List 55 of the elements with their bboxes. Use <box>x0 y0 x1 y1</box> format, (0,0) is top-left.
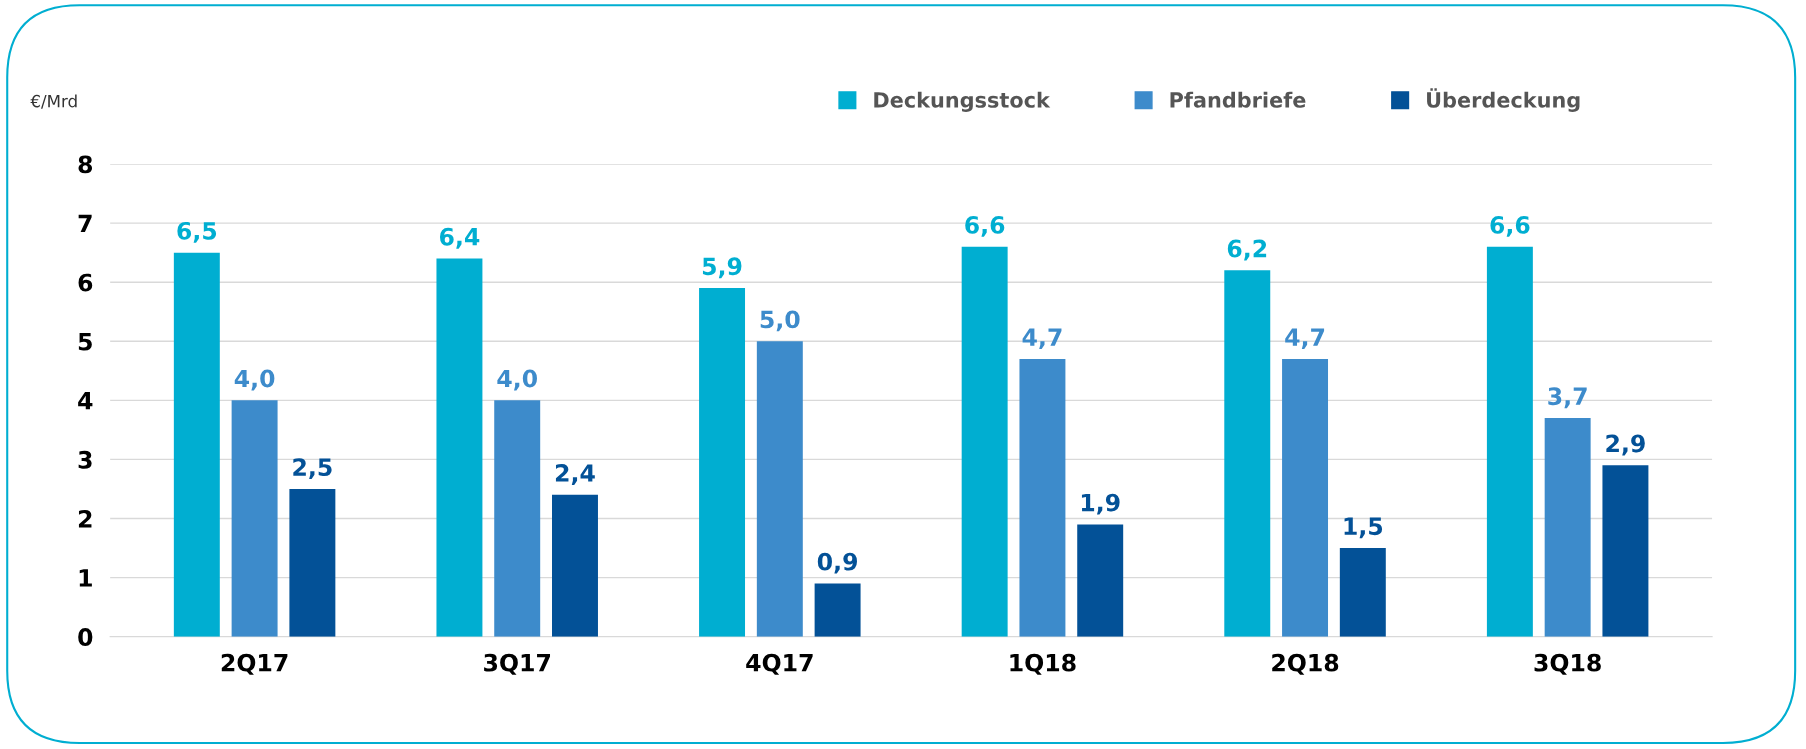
x-tick-label: 3Q18 <box>1534 653 1601 675</box>
y-tick-label: 0 <box>78 628 93 646</box>
y-tick-label: 6 <box>78 273 93 292</box>
bar <box>1282 358 1329 637</box>
data-label: 6,2 <box>1227 239 1267 261</box>
bar <box>814 583 861 637</box>
y-axis-title: €/Mrd <box>30 94 77 109</box>
y-tick-label: 1 <box>79 569 92 587</box>
y-tick-label: 3 <box>78 450 92 469</box>
x-tick-label: 2Q17 <box>221 653 288 675</box>
bar <box>699 288 746 637</box>
legend-label: Deckungsstock <box>874 91 1051 113</box>
data-label: 5,0 <box>760 310 800 332</box>
x-tick-label: 1Q18 <box>1010 653 1076 675</box>
bar <box>1602 465 1649 637</box>
bar <box>1544 418 1591 637</box>
bar <box>173 252 220 637</box>
data-label: 4,0 <box>497 369 537 391</box>
y-tick-label: 5 <box>78 333 92 351</box>
data-label: 1,9 <box>1081 493 1120 515</box>
bar <box>961 246 1008 637</box>
bar <box>1339 548 1386 637</box>
data-label: 2,9 <box>1606 434 1645 456</box>
data-label: 3,7 <box>1548 387 1587 409</box>
data-label: 6,6 <box>965 215 1005 237</box>
data-label: 5,9 <box>702 257 742 279</box>
bar <box>289 488 336 637</box>
x-tick-label: 2Q18 <box>1272 653 1339 675</box>
bar <box>494 400 541 637</box>
y-tick-label: 7 <box>78 214 92 233</box>
bar <box>1077 524 1124 637</box>
bar <box>436 258 483 637</box>
data-label: 2,4 <box>555 464 595 485</box>
data-label: 1,5 <box>1344 517 1383 539</box>
bar <box>231 400 278 637</box>
data-label: 2,5 <box>293 458 332 480</box>
bar <box>756 341 803 637</box>
bar <box>1224 270 1271 637</box>
legend-label: Überdeckung <box>1427 88 1580 113</box>
x-tick-label: 3Q17 <box>484 653 551 675</box>
y-tick-label: 2 <box>78 509 92 528</box>
bar <box>552 494 598 637</box>
bar <box>1486 246 1533 637</box>
data-label: 6,6 <box>1490 215 1530 237</box>
y-tick-label: 8 <box>78 155 93 174</box>
data-label: 4,0 <box>234 369 275 391</box>
bar <box>1019 358 1066 637</box>
legend-label: Pfandbriefe <box>1170 91 1306 108</box>
data-label: 4,7 <box>1022 328 1062 350</box>
data-label: 4,7 <box>1285 328 1325 350</box>
data-label: 0,9 <box>817 552 857 574</box>
x-tick-label: 4Q17 <box>746 653 813 675</box>
data-label: 6,4 <box>439 227 480 249</box>
y-tick-label: 4 <box>78 392 93 410</box>
data-label: 6,5 <box>177 221 217 243</box>
